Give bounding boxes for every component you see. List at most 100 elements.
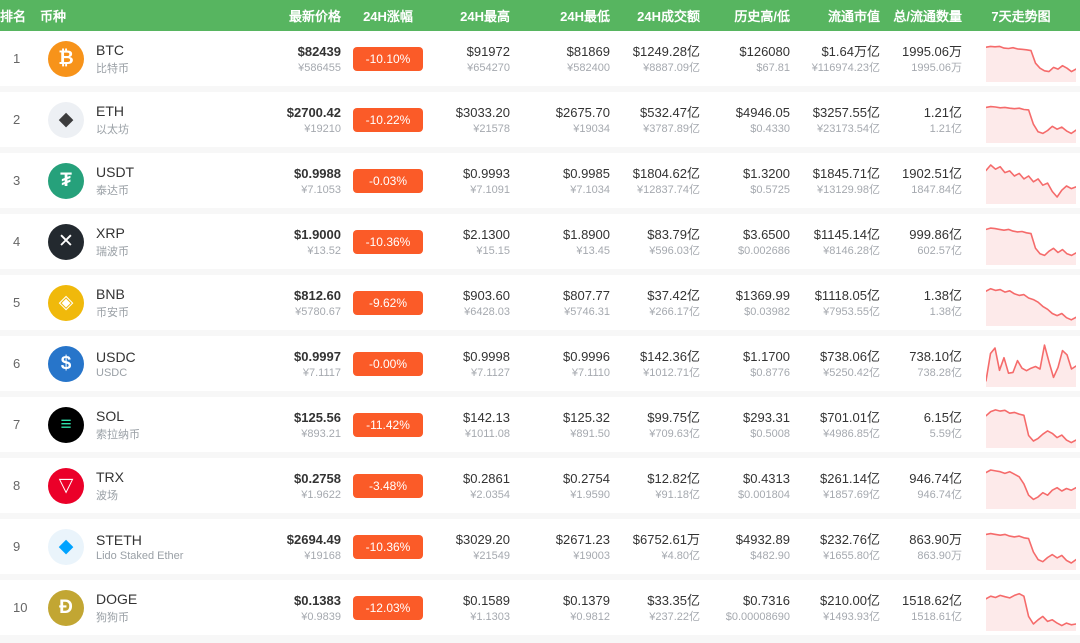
sparkline-7d xyxy=(986,408,1076,448)
low-usd: $2675.70 xyxy=(555,104,610,120)
low-24h-cell: $0.1379 ¥0.9812 xyxy=(510,592,610,624)
market-cap-cell: $261.14亿 ¥1857.69亿 xyxy=(790,470,880,502)
volume-cny: ¥237.22亿 xyxy=(649,610,700,623)
mcap-cny: ¥4986.85亿 xyxy=(823,427,880,440)
volume-usd: $1804.62亿 xyxy=(632,165,700,181)
coin-cell[interactable]: ▽ TRX 波场 xyxy=(40,467,230,504)
latest-price-cell: $0.9988 ¥7.1053 xyxy=(230,165,341,197)
volume-usd: $37.42亿 xyxy=(647,287,700,303)
change-badge: -0.00% xyxy=(353,351,423,376)
high-24h-cell: $91972 ¥654270 xyxy=(435,43,510,75)
volume-usd: $1249.28亿 xyxy=(632,43,700,59)
low-usd: $2671.23 xyxy=(555,531,610,547)
price-cny: ¥0.9839 xyxy=(301,610,341,623)
high-cny: ¥7.1091 xyxy=(470,183,510,196)
price-cny: ¥13.52 xyxy=(307,244,341,257)
supply-total: 1.21亿 xyxy=(923,104,962,120)
change-badge: -11.42% xyxy=(353,412,423,437)
table-row[interactable]: 1 ₿ BTC 比特币 $82439 ¥586455 -10.10% $9197… xyxy=(0,31,1080,86)
hist-high: $4946.05 xyxy=(735,104,790,120)
volume-24h-cell: $142.36亿 ¥1012.71亿 xyxy=(610,348,700,380)
volume-cny: ¥1012.71亿 xyxy=(643,366,700,379)
hist-low: $0.03982 xyxy=(744,305,790,318)
high-cny: ¥2.0354 xyxy=(470,488,510,501)
change-24h-cell: -0.03% xyxy=(341,168,435,193)
market-cap-cell: $3257.55亿 ¥23173.54亿 xyxy=(790,104,880,136)
coin-cell[interactable]: ≡ SOL 索拉纳币 xyxy=(40,406,230,443)
volume-cny: ¥91.18亿 xyxy=(655,488,700,501)
supply-total: 999.86亿 xyxy=(909,226,962,242)
high-usd: $142.13 xyxy=(463,409,510,425)
low-cny: ¥7.1110 xyxy=(571,366,610,379)
hist-low: $0.5725 xyxy=(750,183,790,196)
sparkline-cell xyxy=(962,341,1080,387)
price-usd: $812.60 xyxy=(294,287,341,303)
table-row[interactable]: 5 ◈ BNB 币安币 $812.60 ¥5780.67 -9.62% $903… xyxy=(0,275,1080,330)
table-row[interactable]: 3 ₮ USDT 泰达币 $0.9988 ¥7.1053 -0.03% $0.9… xyxy=(0,153,1080,208)
hist-high-low-cell: $293.31 $0.5008 xyxy=(700,409,790,441)
coin-cell[interactable]: $ USDC USDC xyxy=(40,345,230,382)
rank-number: 7 xyxy=(13,417,21,432)
latest-price-cell: $125.56 ¥893.21 xyxy=(230,409,341,441)
volume-usd: $532.47亿 xyxy=(640,104,700,120)
coin-cell[interactable]: Ð DOGE 狗狗币 xyxy=(40,589,230,626)
table-row[interactable]: 10 Ð DOGE 狗狗币 $0.1383 ¥0.9839 -12.03% $0… xyxy=(0,580,1080,635)
hist-high: $1369.99 xyxy=(735,287,790,303)
sparkline-cell xyxy=(962,97,1080,143)
high-cny: ¥21578 xyxy=(473,122,510,135)
mcap-cny: ¥1493.93亿 xyxy=(823,610,880,623)
price-usd: $125.56 xyxy=(294,409,341,425)
table-row[interactable]: 7 ≡ SOL 索拉纳币 $125.56 ¥893.21 -11.42% $14… xyxy=(0,397,1080,452)
rank-number: 5 xyxy=(13,295,21,310)
trx-icon: ▽ xyxy=(48,467,84,504)
change-badge: -0.03% xyxy=(353,168,423,193)
supply-circulating: 1518.61亿 xyxy=(911,610,962,623)
change-24h-cell: -10.36% xyxy=(341,229,435,254)
supply-cell: 6.15亿 5.59亿 xyxy=(880,409,962,441)
table-row[interactable]: 4 ✕ XRP 瑞波币 $1.9000 ¥13.52 -10.36% $2.13… xyxy=(0,214,1080,269)
supply-cell: 1995.06万 1995.06万 xyxy=(880,43,962,75)
table-row[interactable]: 2 ◆ ETH 以太坊 $2700.42 ¥19210 -10.22% $303… xyxy=(0,92,1080,147)
low-24h-cell: $0.2754 ¥1.9590 xyxy=(510,470,610,502)
coin-name: 以太坊 xyxy=(96,123,129,136)
supply-circulating: 946.74亿 xyxy=(917,488,962,501)
mcap-cny: ¥1857.69亿 xyxy=(823,488,880,501)
coin-name: 狗狗币 xyxy=(96,611,129,624)
coin-cell[interactable]: ◆ ETH 以太坊 xyxy=(40,101,230,138)
header-hist-high-low: 历史高/低 xyxy=(734,9,790,24)
coin-cell[interactable]: ◆ STETH Lido Staked Ether xyxy=(40,528,230,565)
low-usd: $125.32 xyxy=(563,409,610,425)
sparkline-cell xyxy=(962,158,1080,204)
rank-number: 1 xyxy=(13,51,21,66)
table-row[interactable]: 6 $ USDC USDC $0.9997 ¥7.1117 -0.00% $0.… xyxy=(0,336,1080,391)
change-24h-cell: -10.22% xyxy=(341,107,435,132)
change-badge: -10.36% xyxy=(353,534,423,559)
hist-high: $1.3200 xyxy=(743,165,790,181)
coin-name: USDC xyxy=(96,366,128,379)
table-row[interactable]: 9 ◆ STETH Lido Staked Ether $2694.49 ¥19… xyxy=(0,519,1080,574)
doge-icon: Ð xyxy=(48,589,84,626)
price-usd: $0.2758 xyxy=(294,470,341,486)
low-cny: ¥5746.31 xyxy=(564,305,610,318)
coin-cell[interactable]: ₮ USDT 泰达币 xyxy=(40,162,230,199)
price-cny: ¥19210 xyxy=(304,122,341,135)
coin-cell[interactable]: ◈ BNB 币安币 xyxy=(40,284,230,321)
steth-icon: ◆ xyxy=(48,528,84,565)
table-row[interactable]: 8 ▽ TRX 波场 $0.2758 ¥1.9622 -3.48% $0.286… xyxy=(0,458,1080,513)
supply-total: 946.74亿 xyxy=(909,470,962,486)
change-24h-cell: -3.48% xyxy=(341,473,435,498)
mcap-usd: $701.01亿 xyxy=(820,409,880,425)
header-supply: 总/流通数量 xyxy=(893,9,962,24)
supply-circulating: 1.38亿 xyxy=(929,305,962,318)
coin-symbol: DOGE xyxy=(96,590,138,607)
hist-high: $0.7316 xyxy=(743,592,790,608)
mcap-usd: $1118.05亿 xyxy=(814,287,880,303)
header-change-24h: 24H涨幅 xyxy=(363,9,413,24)
coin-cell[interactable]: ₿ BTC 比特币 xyxy=(40,40,230,77)
sparkline-cell xyxy=(962,36,1080,82)
mcap-usd: $261.14亿 xyxy=(820,470,880,486)
sparkline-cell xyxy=(962,219,1080,265)
coin-symbol: XRP xyxy=(96,224,125,241)
sparkline-7d xyxy=(986,226,1076,265)
coin-cell[interactable]: ✕ XRP 瑞波币 xyxy=(40,223,230,260)
